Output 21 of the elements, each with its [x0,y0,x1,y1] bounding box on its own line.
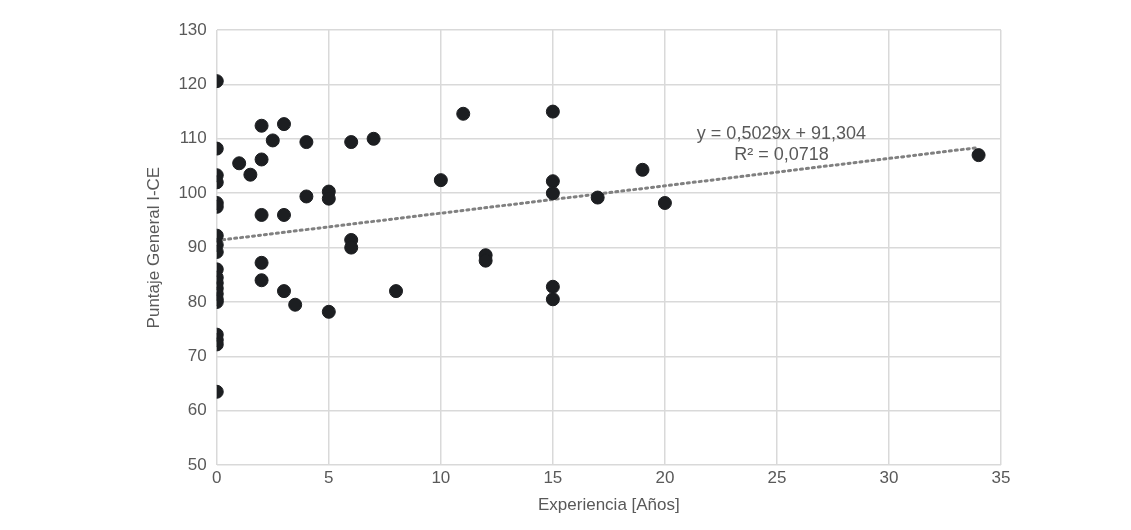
x-tick-label: 30 [879,468,899,488]
x-tick-label: 0 [212,468,222,488]
y-tick-label: 130 [178,19,207,39]
y-tick-label: 70 [187,346,207,366]
y-axis-title: Puntaje General I-CE [143,166,163,329]
x-tick-label: 10 [431,468,451,488]
y-tick-label: 120 [178,74,207,94]
annotation: y = 0,5029x + 91,304 [696,122,866,143]
y-tick-label: 60 [187,400,207,420]
x-tick-label: 20 [655,468,675,488]
x-axis-title: Experiencia [Años] [538,495,680,515]
y-tick-label: 50 [187,454,207,474]
x-tick-label: 5 [324,468,334,488]
y-tick-label: 100 [178,182,207,202]
annotation: R² = 0,0718 [734,143,829,164]
y-tick-label: 80 [187,291,207,311]
x-tick-label: 25 [767,468,787,488]
y-tick-label: 90 [187,237,207,257]
y-tick-label: 110 [179,128,207,148]
x-tick-label: 35 [991,468,1011,488]
x-tick-label: 15 [543,468,563,488]
